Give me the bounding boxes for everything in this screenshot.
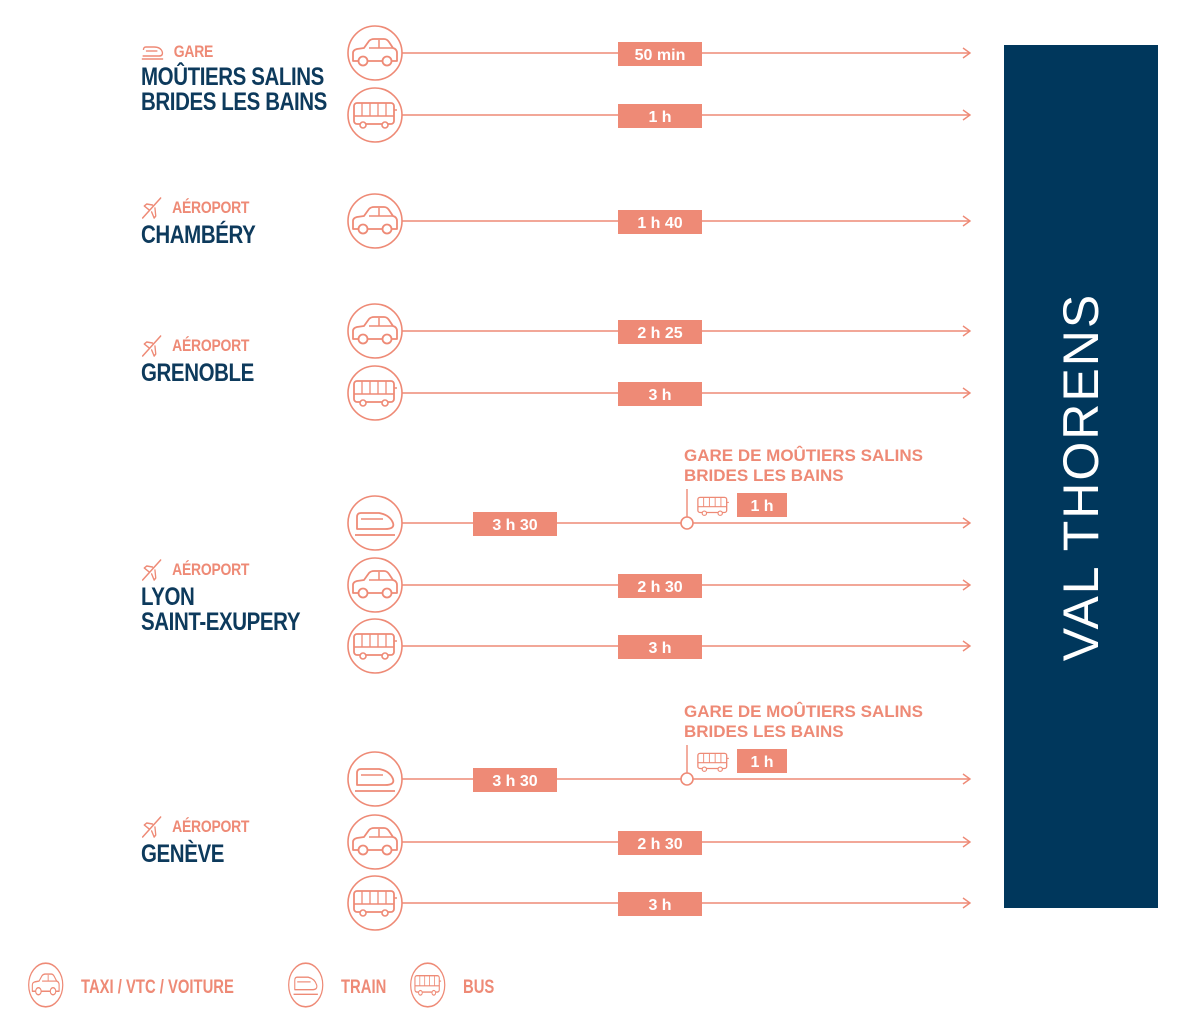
origin-type-label: AÉROPORT bbox=[172, 560, 250, 579]
route-row bbox=[347, 87, 972, 143]
arrow-head bbox=[962, 215, 972, 227]
bus-icon bbox=[409, 961, 446, 1015]
duration-badge: 2 h 25 bbox=[618, 320, 702, 344]
arrow-head bbox=[962, 387, 972, 399]
origin-type-label: AÉROPORT bbox=[172, 198, 250, 217]
arrow-head bbox=[962, 579, 972, 591]
origin-type-label: GARE bbox=[173, 42, 214, 61]
origin-geneve: AÉROPORT GENÈVE bbox=[141, 815, 273, 867]
origin-type-label: AÉROPORT bbox=[172, 336, 250, 355]
plane-icon bbox=[141, 559, 162, 581]
transfer-duration-badge: 1 h bbox=[737, 493, 787, 517]
origin-lyon: AÉROPORT LYON SAINT-EXUPERY bbox=[141, 558, 335, 635]
duration-badge: 2 h 30 bbox=[618, 831, 702, 855]
duration-badge: 3 h 30 bbox=[473, 768, 557, 792]
route-row bbox=[347, 875, 972, 931]
legend-item-bus: BUS bbox=[409, 961, 503, 1015]
duration-badge: 3 h bbox=[618, 892, 702, 916]
svg-text:3 h 30: 3 h 30 bbox=[492, 517, 537, 534]
bus-icon bbox=[347, 618, 403, 674]
arrow-head bbox=[962, 109, 972, 121]
duration-badge: 2 h 30 bbox=[618, 574, 702, 598]
origin-type-label: AÉROPORT bbox=[172, 817, 250, 836]
svg-text:2 h 30: 2 h 30 bbox=[637, 579, 682, 596]
duration-badge: 3 h bbox=[618, 635, 702, 659]
route-row bbox=[347, 618, 972, 674]
svg-text:1 h: 1 h bbox=[750, 498, 773, 515]
arrow-head bbox=[962, 836, 972, 848]
origin-name: MOÛTIERS SALINS BRIDES LES BAINS bbox=[141, 63, 327, 116]
bus-icon bbox=[697, 496, 729, 516]
plane-icon bbox=[141, 816, 162, 838]
car-icon bbox=[347, 193, 403, 249]
duration-badge: 1 h bbox=[618, 104, 702, 128]
destination-label: VAL THORENS bbox=[1053, 292, 1109, 661]
car-icon bbox=[347, 303, 403, 359]
origin-chambery: AÉROPORT CHAMBÉRY bbox=[141, 196, 281, 248]
origin-grenoble: AÉROPORT GRENOBLE bbox=[141, 334, 279, 386]
svg-text:3 h: 3 h bbox=[648, 640, 671, 657]
arrow-head bbox=[962, 897, 972, 909]
svg-text:2 h 25: 2 h 25 bbox=[637, 325, 682, 342]
svg-text:1 h: 1 h bbox=[750, 754, 773, 771]
transfer-duration-badge: 1 h bbox=[737, 749, 787, 773]
origin-moutiers: GARE MOÛTIERS SALINS BRIDES LES BAINS bbox=[141, 42, 368, 115]
duration-badge: 1 h 40 bbox=[618, 210, 702, 234]
bus-icon bbox=[347, 365, 403, 421]
legend-item-car: TAXI / VTC / VOITURE bbox=[27, 961, 277, 1015]
arrow-head bbox=[962, 325, 972, 337]
route-row bbox=[347, 365, 972, 421]
bus-icon bbox=[347, 875, 403, 931]
legend-label: BUS bbox=[463, 977, 495, 998]
destination-panel: VAL THORENS bbox=[1004, 45, 1158, 908]
train-icon bbox=[141, 46, 164, 60]
transfer-label: BRIDES LES BAINS bbox=[684, 722, 844, 741]
legend-label: TRAIN bbox=[341, 977, 387, 998]
route-row bbox=[347, 25, 972, 81]
train-icon bbox=[347, 751, 403, 807]
plane-icon bbox=[141, 335, 162, 357]
origin-name: CHAMBÉRY bbox=[141, 221, 256, 249]
transfer-label: GARE DE MOÛTIERS SALINS bbox=[684, 702, 923, 721]
svg-text:3 h 30: 3 h 30 bbox=[492, 773, 537, 790]
duration-badge: 3 h bbox=[618, 382, 702, 406]
duration-badge: 50 min bbox=[618, 42, 702, 66]
svg-text:3 h: 3 h bbox=[648, 897, 671, 914]
duration-badge: 3 h 30 bbox=[473, 512, 557, 536]
svg-text:3 h: 3 h bbox=[648, 387, 671, 404]
car-icon bbox=[347, 25, 403, 81]
origin-name: GENÈVE bbox=[141, 840, 224, 868]
legend-item-train: TRAIN bbox=[287, 961, 399, 1015]
svg-text:50 min: 50 min bbox=[635, 47, 686, 64]
transfer-label: BRIDES LES BAINS bbox=[684, 466, 844, 485]
svg-text:1 h: 1 h bbox=[648, 109, 671, 126]
car-icon bbox=[347, 557, 403, 613]
svg-text:2 h 30: 2 h 30 bbox=[637, 836, 682, 853]
transfer-label: GARE DE MOÛTIERS SALINS bbox=[684, 446, 923, 465]
arrow-head bbox=[962, 517, 972, 529]
arrow-head bbox=[962, 47, 972, 59]
origin-name: GRENOBLE bbox=[141, 359, 254, 387]
arrow-head bbox=[962, 640, 972, 652]
legend-label: TAXI / VTC / VOITURE bbox=[81, 977, 234, 998]
bus-icon bbox=[347, 87, 403, 143]
svg-text:1 h 40: 1 h 40 bbox=[637, 215, 682, 232]
origin-name: LYON SAINT-EXUPERY bbox=[141, 583, 301, 636]
train-icon bbox=[287, 961, 324, 1015]
plane-icon bbox=[141, 197, 162, 219]
bus-icon bbox=[697, 752, 729, 772]
car-icon bbox=[347, 814, 403, 870]
legend: TAXI / VTC / VOITURE TRAIN BUS bbox=[27, 961, 513, 1015]
arrow-head bbox=[962, 773, 972, 785]
train-icon bbox=[347, 495, 403, 551]
car-icon bbox=[27, 961, 64, 1015]
